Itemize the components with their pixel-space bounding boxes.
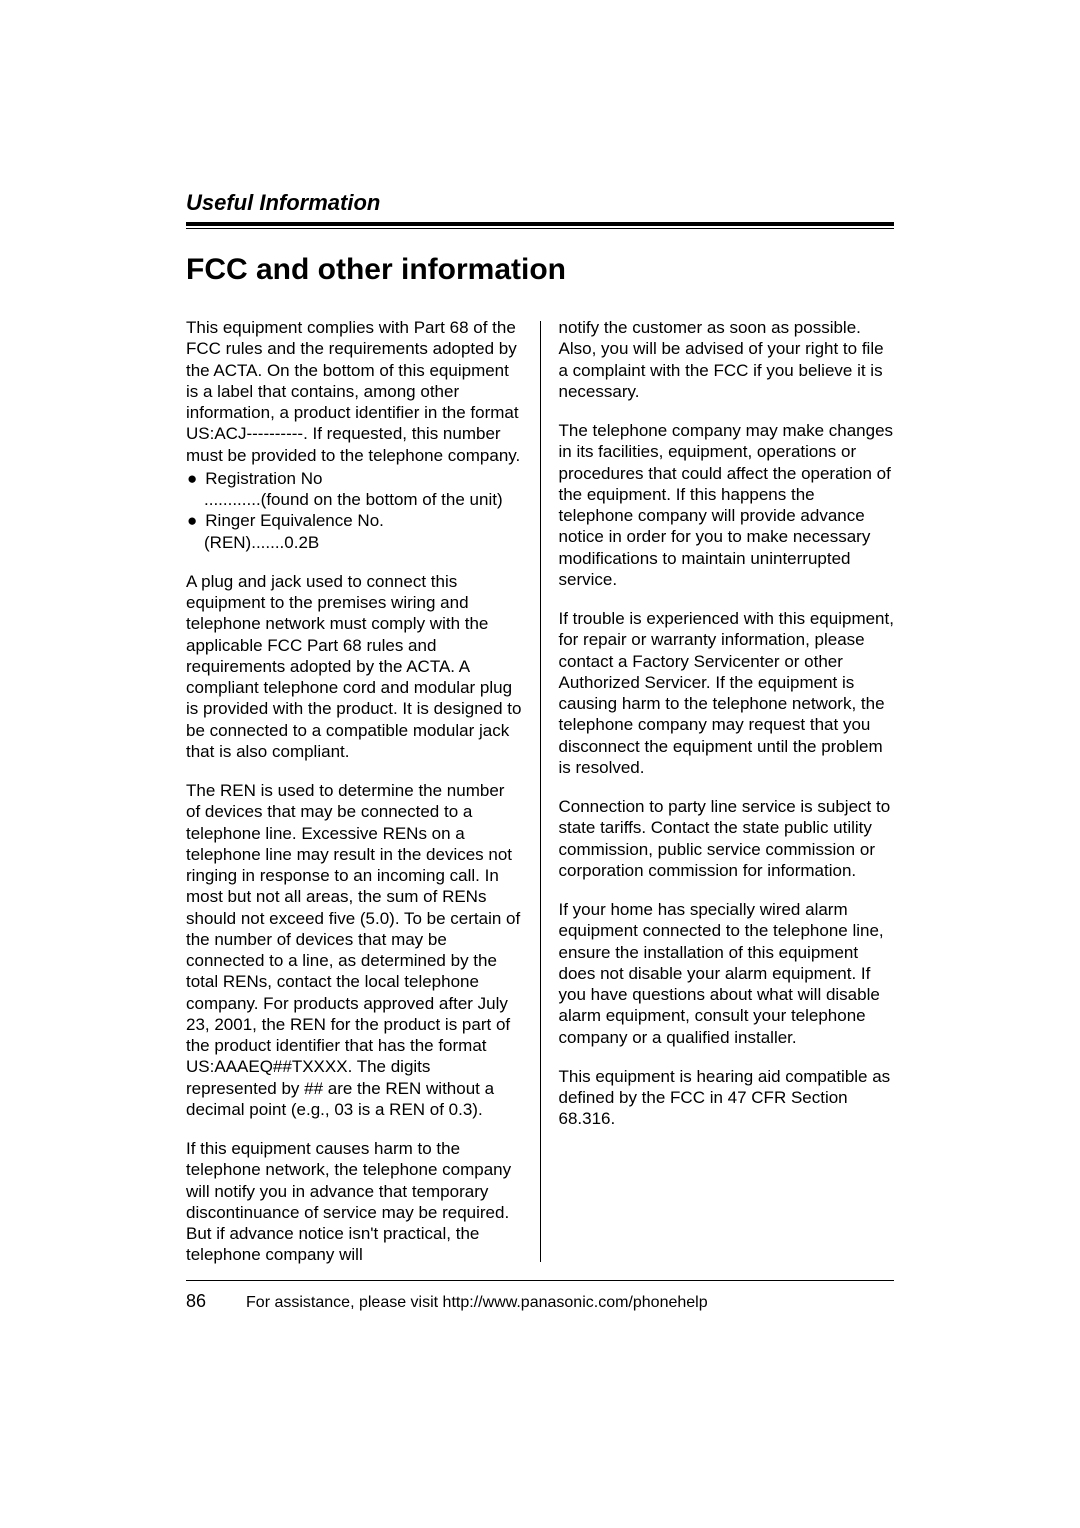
para: This equipment is hearing aid compatible… xyxy=(559,1066,895,1130)
bullet-sub: ............(found on the bottom of the … xyxy=(186,489,522,510)
bullet-item: ● Registration No xyxy=(186,468,522,489)
para: The telephone company may make changes i… xyxy=(559,420,895,590)
para: The REN is used to determine the number … xyxy=(186,780,522,1120)
para: Connection to party line service is subj… xyxy=(559,796,895,881)
right-column: notify the customer as soon as possible.… xyxy=(559,317,895,1266)
bullet-sub: (REN).......0.2B xyxy=(186,532,522,553)
para: A plug and jack used to connect this equ… xyxy=(186,571,522,762)
para: This equipment complies with Part 68 of … xyxy=(186,317,522,466)
para: If trouble is experienced with this equi… xyxy=(559,608,895,778)
page-number: 86 xyxy=(186,1291,206,1312)
para: If this equipment causes harm to the tel… xyxy=(186,1138,522,1266)
page-heading: FCC and other information xyxy=(186,253,894,287)
column-divider xyxy=(540,321,541,1262)
footer: 86 For assistance, please visit http://w… xyxy=(186,1281,894,1312)
bullet-label: Ringer Equivalence No. xyxy=(205,510,384,531)
footer-text: For assistance, please visit http://www.… xyxy=(246,1294,708,1312)
left-column: This equipment complies with Part 68 of … xyxy=(186,317,522,1266)
bullet-icon: ● xyxy=(187,468,197,489)
bullet-icon: ● xyxy=(187,510,197,531)
bullet-item: ● Ringer Equivalence No. xyxy=(186,510,522,531)
para: If your home has specially wired alarm e… xyxy=(559,899,895,1048)
bullet-label: Registration No xyxy=(205,468,322,489)
para: notify the customer as soon as possible.… xyxy=(559,317,895,402)
section-title: Useful Information xyxy=(186,190,894,222)
content-columns: This equipment complies with Part 68 of … xyxy=(186,317,894,1266)
double-rule xyxy=(186,222,894,229)
